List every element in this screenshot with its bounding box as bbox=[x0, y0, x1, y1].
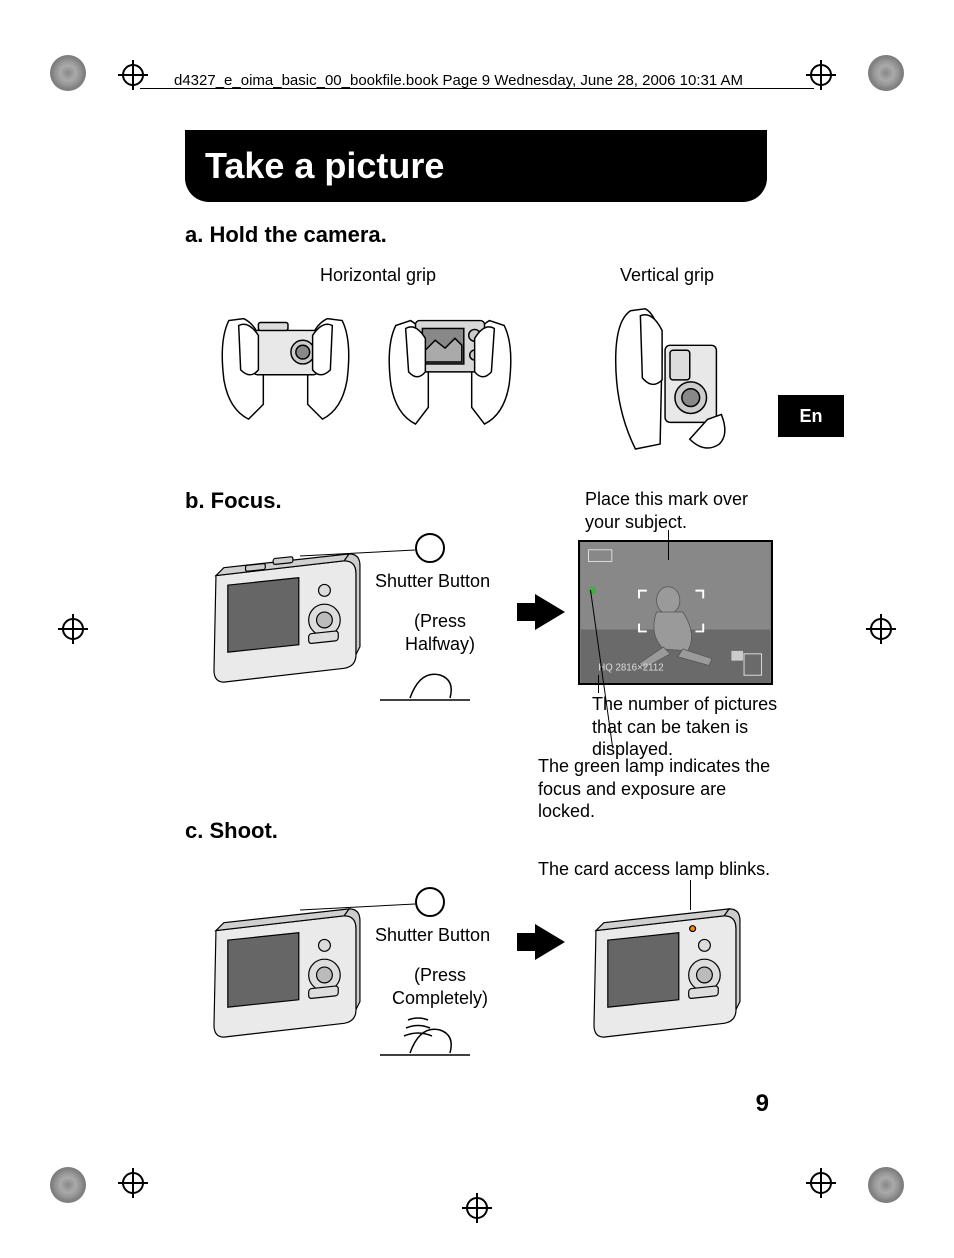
cross-mark-mr bbox=[866, 614, 896, 644]
card-lamp-text: The card access lamp blinks. bbox=[538, 858, 770, 881]
arrow-focus bbox=[535, 594, 565, 630]
cross-mark-bc bbox=[462, 1193, 492, 1223]
section-b-label: b. Focus. bbox=[185, 488, 282, 514]
cross-mark-tr bbox=[806, 60, 836, 90]
screen-hq-text: HQ 2816×2112 bbox=[598, 662, 663, 673]
place-mark-text: Place this mark over your subject. bbox=[585, 488, 775, 533]
callout-pics-line bbox=[598, 675, 599, 693]
press-completely-label: (Press Completely) bbox=[390, 964, 490, 1009]
illus-horizontal-grip-2 bbox=[380, 290, 520, 430]
illus-horizontal-grip-1 bbox=[208, 290, 363, 430]
section-c-label: c. Shoot. bbox=[185, 818, 278, 844]
page-number: 9 bbox=[756, 1090, 769, 1118]
press-halfway-label: (Press Halfway) bbox=[400, 610, 480, 655]
shutter-button-label-c: Shutter Button bbox=[375, 924, 490, 947]
reg-mark-bl bbox=[50, 1167, 86, 1203]
reg-mark-tr bbox=[868, 55, 904, 91]
arrow-shoot bbox=[535, 924, 565, 960]
reg-mark-br bbox=[868, 1167, 904, 1203]
illus-vertical-grip bbox=[590, 290, 750, 465]
horizontal-grip-label: Horizontal grip bbox=[320, 265, 436, 286]
pics-displayed-text: The number of pictures that can be taken… bbox=[592, 693, 792, 761]
page-title: Take a picture bbox=[205, 145, 444, 187]
finger-press-c bbox=[380, 1010, 470, 1065]
finger-press-b bbox=[380, 660, 470, 710]
reg-mark-tl bbox=[50, 55, 86, 91]
screen-preview: HQ 2816×2112 bbox=[578, 540, 773, 685]
language-tab: En bbox=[778, 395, 844, 437]
illus-camera-back-shoot-2 bbox=[585, 900, 745, 1045]
cross-mark-ml bbox=[58, 614, 88, 644]
cross-mark-br bbox=[806, 1168, 836, 1198]
header-text: d4327_e_oima_basic_00_bookfile.book Page… bbox=[174, 72, 743, 89]
green-lamp-text: The green lamp indicates the focus and e… bbox=[538, 755, 788, 823]
title-bar: Take a picture bbox=[185, 130, 767, 202]
cross-mark-bl bbox=[118, 1168, 148, 1198]
cross-mark-tl bbox=[118, 60, 148, 90]
shutter-button-label-b: Shutter Button bbox=[375, 570, 490, 593]
vertical-grip-label: Vertical grip bbox=[620, 265, 714, 286]
section-a-label: a. Hold the camera. bbox=[185, 222, 387, 248]
callout-mark-line bbox=[668, 530, 669, 560]
